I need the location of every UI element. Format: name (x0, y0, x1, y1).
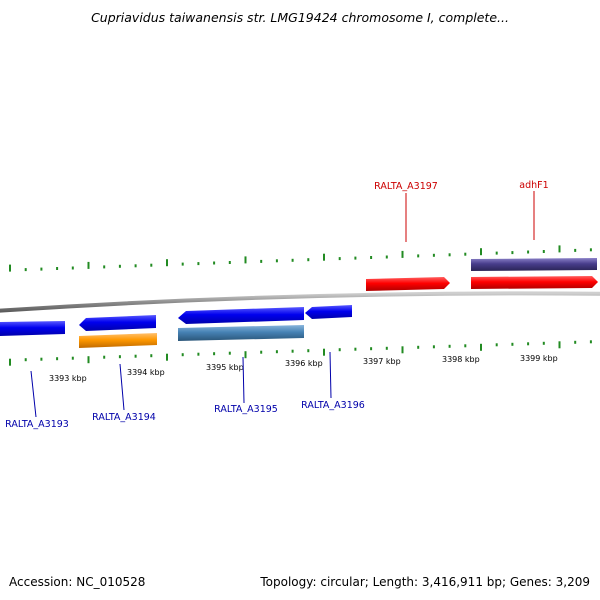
gene-label-ralta-a3193[interactable]: RALTA_A3193 (5, 419, 69, 430)
tick-marks-top (9, 245, 592, 272)
gene-label-ralta-a3195[interactable]: RALTA_A3195 (214, 404, 278, 415)
gene-arrow-ralta-a3197[interactable] (366, 277, 450, 291)
scale-label-3398: 3398 kbp (442, 355, 480, 364)
map-title: Cupriavidus taiwanensis str. LMG19424 ch… (91, 10, 509, 25)
accession-text: Accession: NC_010528 (9, 575, 146, 589)
steelblue-feature-block[interactable] (178, 325, 304, 341)
scale-label-3396: 3396 kbp (285, 359, 323, 368)
gene-labels: RALTA_A3197 adhF1 RALTA_A3193 RALTA_A319… (5, 180, 549, 430)
gene-arrow-adhf1[interactable] (471, 276, 598, 289)
topology-summary-text: Topology: circular; Length: 3,416,911 bp… (260, 575, 590, 589)
purple-feature-block[interactable] (471, 258, 597, 271)
tick-marks-bottom (9, 340, 592, 366)
leader-line-ralta-a3193 (30, 370, 37, 418)
leader-line-ralta-a3195 (242, 356, 245, 404)
gene-label-ralta-a3197[interactable]: RALTA_A3197 (374, 181, 438, 192)
scale-labels: 3393 kbp 3394 kbp 3395 kbp 3396 kbp 3397… (49, 354, 558, 383)
scale-label-3394: 3394 kbp (127, 368, 165, 377)
scale-label-3395: 3395 kbp (206, 363, 244, 372)
scale-label-3399: 3399 kbp (520, 354, 558, 363)
leader-line-ralta-a3194 (119, 363, 125, 411)
scale-label-3397: 3397 kbp (363, 357, 401, 366)
gene-arrow-ralta-a3193[interactable] (0, 321, 65, 336)
gene-label-ralta-a3196[interactable]: RALTA_A3196 (301, 400, 365, 411)
orange-feature-block[interactable] (79, 333, 157, 348)
gene-arrow-ralta-a3195[interactable] (178, 307, 304, 324)
gene-label-ralta-a3194[interactable]: RALTA_A3194 (92, 412, 156, 423)
label-leader-lines (30, 191, 535, 418)
gene-arrow-ralta-a3196[interactable] (305, 305, 352, 319)
gene-arrow-ralta-a3194[interactable] (79, 315, 156, 331)
chromosome-backbone (0, 291, 600, 313)
scale-label-3393: 3393 kbp (49, 374, 87, 383)
gene-label-adhf1[interactable]: adhF1 (519, 180, 548, 191)
leader-line-ralta-a3196 (329, 351, 332, 399)
